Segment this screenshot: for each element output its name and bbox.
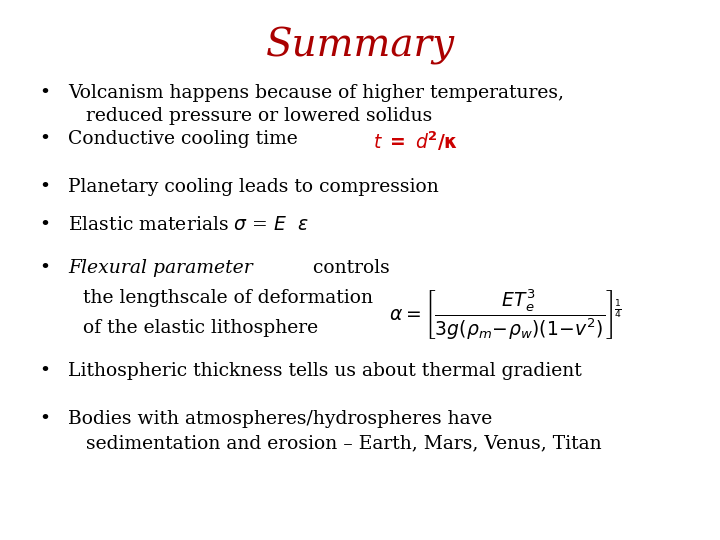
Text: •: • <box>40 84 50 102</box>
Text: Elastic materials $\sigma$ = $E$  $\varepsilon$: Elastic materials $\sigma$ = $E$ $\varep… <box>68 216 309 234</box>
Text: •: • <box>40 362 50 380</box>
Text: •: • <box>40 259 50 277</box>
Text: •: • <box>40 216 50 234</box>
Text: $\alpha = \left[\dfrac{ET_e^3}{3g(\rho_m\!-\!\rho_w)(1\!-\!v^2)}\right]^{\!\frac: $\alpha = \left[\dfrac{ET_e^3}{3g(\rho_m… <box>389 287 622 342</box>
Text: Flexural parameter: Flexural parameter <box>68 259 253 277</box>
Text: Conductive cooling time: Conductive cooling time <box>68 130 304 147</box>
Text: •: • <box>40 178 50 196</box>
Text: Summary: Summary <box>266 27 454 65</box>
Text: Volcanism happens because of higher temperatures,
   reduced pressure or lowered: Volcanism happens because of higher temp… <box>68 84 564 125</box>
Text: Lithospheric thickness tells us about thermal gradient: Lithospheric thickness tells us about th… <box>68 362 582 380</box>
Text: •: • <box>40 130 50 147</box>
Text: $\mathbf{\mathit{t}}$ $\mathbf{=}$ $\mathbf{\mathit{d}}^{\mathbf{2}}$$\mathbf{/\: $\mathbf{\mathit{t}}$ $\mathbf{=}$ $\mat… <box>372 130 458 153</box>
Text: Bodies with atmospheres/hydrospheres have
   sedimentation and erosion – Earth, : Bodies with atmospheres/hydrospheres hav… <box>68 410 602 452</box>
Text: of the elastic lithosphere: of the elastic lithosphere <box>83 319 318 337</box>
Text: Planetary cooling leads to compression: Planetary cooling leads to compression <box>68 178 439 196</box>
Text: •: • <box>40 410 50 428</box>
Text: controls: controls <box>307 259 390 277</box>
Text: the lengthscale of deformation: the lengthscale of deformation <box>83 289 373 307</box>
